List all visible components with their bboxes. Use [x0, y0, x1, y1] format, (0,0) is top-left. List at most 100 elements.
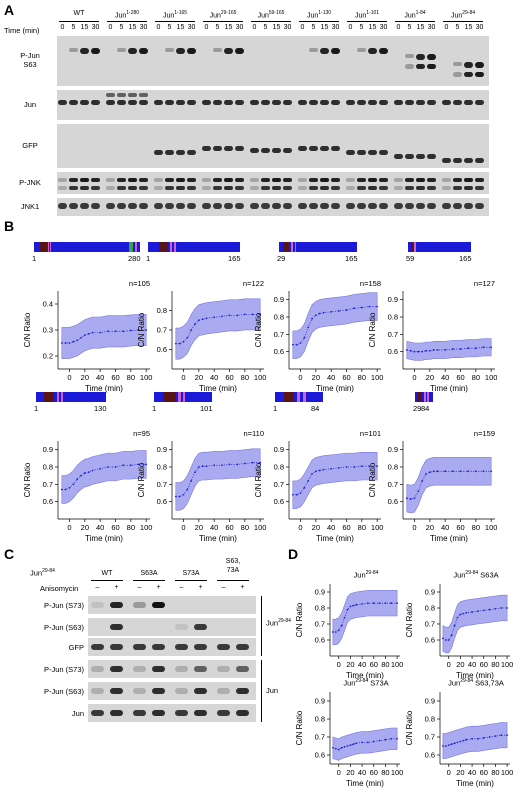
time-point-label: 0: [60, 24, 65, 31]
blot-band: [187, 100, 196, 105]
x-tick-label: 80: [491, 660, 499, 669]
x-tick-label: 40: [210, 373, 218, 382]
blot-band: [69, 203, 78, 209]
blot-band: [379, 150, 388, 155]
blot-band: [250, 148, 259, 153]
sd-band: [292, 451, 378, 509]
construct-header-sup: 29-165: [220, 10, 237, 16]
x-tick-label: 60: [456, 523, 464, 532]
blot-band: [405, 186, 414, 190]
blot-band: [427, 178, 436, 182]
data-point: [360, 465, 363, 468]
blot-band: [80, 186, 89, 190]
n-count: n=159: [474, 429, 495, 438]
bar-domain: [414, 242, 416, 252]
group-label: Jun: [266, 686, 278, 695]
row-label: P-Jun (S73): [43, 601, 84, 610]
blot-band: [110, 688, 123, 694]
data-point: [436, 470, 439, 473]
data-point: [413, 350, 416, 353]
time-point-label: 0: [396, 24, 401, 31]
x-tick-label: 20: [195, 523, 203, 532]
y-tick-label: 0.9: [388, 445, 398, 454]
data-point: [345, 309, 348, 311]
data-point: [337, 748, 340, 751]
x-tick-label: 100: [391, 660, 404, 669]
construct-header: Jun1-130: [297, 10, 341, 19]
blot-band: [224, 146, 233, 151]
data-point: [482, 609, 485, 612]
line-chart: 0.6 0.7 0.8 0.9 0 20 40 60 80 100 Time (min) C/N Ra…: [368, 279, 497, 393]
blot-band: [427, 64, 436, 69]
blot-band: [117, 100, 126, 105]
blot-band: [152, 666, 165, 672]
blot-band: [224, 100, 233, 105]
blot-band: [224, 203, 233, 209]
data-point: [72, 340, 75, 343]
data-point: [228, 314, 231, 317]
construct-header-sup: 1-101: [366, 10, 380, 16]
column-header: S63,: [225, 558, 241, 565]
data-point: [353, 307, 356, 310]
blot-band: [357, 150, 366, 155]
x-tick-label: 0: [337, 660, 341, 669]
blot-strip: [199, 124, 344, 168]
construct-header: Jun1-280: [105, 10, 149, 19]
data-point: [462, 739, 465, 742]
blot-band: [357, 178, 366, 182]
bar-domain: [416, 392, 423, 402]
blot-band: [379, 100, 388, 105]
blot-band: [357, 203, 366, 209]
blot-band: [235, 186, 244, 190]
y-tick-label: 0.9: [425, 588, 435, 597]
y-tick-label: 0.7: [388, 330, 398, 339]
blot-strip: [88, 660, 256, 678]
x-tick-label: 60: [370, 660, 378, 669]
blot-band: [58, 203, 67, 209]
group-label-base: Jun: [266, 618, 279, 628]
blot-band: [331, 48, 340, 54]
series-line: [292, 306, 378, 346]
column-header: S63A: [140, 570, 158, 577]
chart-title: Jun29-84 S63A: [435, 570, 517, 580]
bar-domain: [427, 392, 430, 402]
blot-band: [368, 150, 377, 155]
blot-band: [69, 186, 78, 190]
blot-band: [320, 178, 329, 182]
chart-title-suffix: S63,73A: [473, 678, 504, 688]
data-point: [332, 631, 334, 633]
x-axis-label: Time (min): [316, 384, 354, 393]
blot-band: [106, 203, 115, 209]
data-point: [340, 746, 343, 749]
blot-band: [194, 688, 207, 694]
construct-bar: [148, 242, 240, 252]
blot-band: [236, 710, 249, 716]
construct-end-label: 101: [200, 404, 213, 413]
data-point: [251, 313, 254, 316]
blot-band: [416, 154, 425, 159]
sign-label: +: [114, 584, 119, 591]
blot-band: [405, 178, 414, 182]
blot-band: [187, 178, 196, 182]
data-point: [488, 736, 491, 738]
data-point: [361, 603, 363, 605]
sd-band: [61, 314, 147, 359]
time-point-label: 30: [331, 24, 340, 31]
blot-band: [165, 186, 174, 190]
blot-strip: [199, 172, 344, 194]
x-tick-label: 40: [441, 373, 449, 382]
blot-band: [394, 186, 403, 190]
blot-band: [213, 48, 222, 52]
blot-band: [139, 100, 148, 105]
blot-band: [464, 158, 473, 163]
data-point: [80, 474, 82, 477]
x-tick-label: 20: [456, 768, 464, 777]
blot-band: [453, 158, 462, 163]
blot-band: [165, 100, 174, 105]
data-point: [436, 349, 439, 351]
data-point: [295, 343, 298, 346]
blot-band: [213, 146, 222, 151]
construct-header-base: Jun: [354, 12, 367, 20]
y-axis-label: C/N Ratio: [368, 312, 377, 347]
blot-band: [213, 178, 222, 182]
